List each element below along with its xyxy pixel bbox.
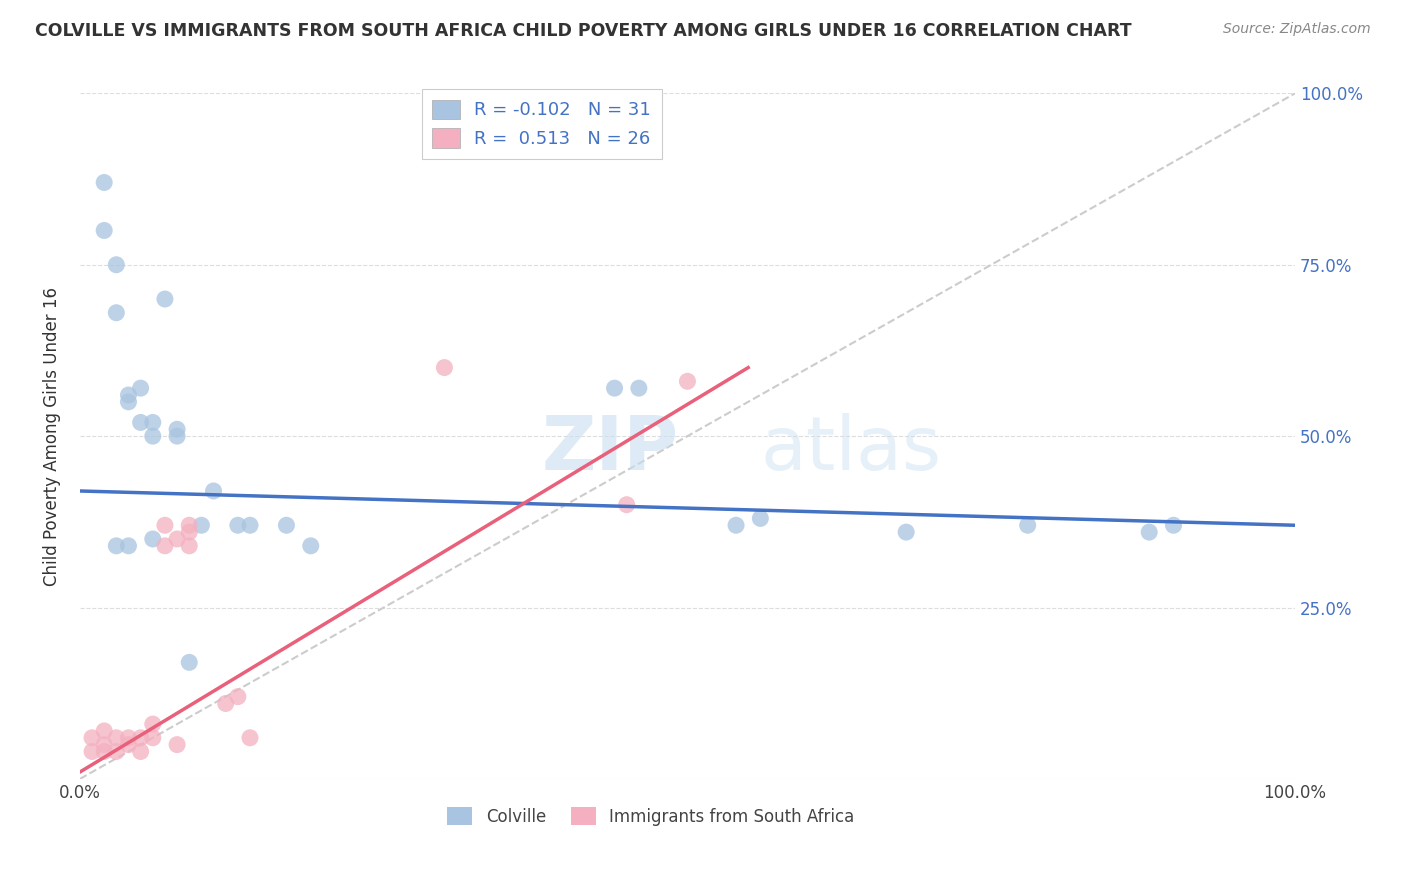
Point [179,656,201,670]
Text: ZIP: ZIP [541,413,679,486]
Point [179,518,201,533]
Point [166,422,188,436]
Point [153,292,176,306]
Point [153,518,176,533]
Point [117,539,139,553]
Point [1017,518,1039,533]
Point [190,518,212,533]
Point [179,539,201,553]
Legend: Colville, Immigrants from South Africa: Colville, Immigrants from South Africa [440,800,862,832]
Point [616,498,638,512]
Point [166,532,188,546]
Point [93,723,115,738]
Point [299,539,322,553]
Point [215,697,238,711]
Point [80,744,103,758]
Point [129,416,152,430]
Point [129,744,152,758]
Point [433,360,456,375]
Point [142,717,165,731]
Point [105,731,128,745]
Point [142,532,165,546]
Point [117,731,139,745]
Y-axis label: Child Poverty Among Girls Under 16: Child Poverty Among Girls Under 16 [44,286,60,586]
Point [93,176,115,190]
Point [276,518,298,533]
Point [153,539,176,553]
Point [105,539,128,553]
Point [1137,525,1160,540]
Point [749,511,772,525]
Point [129,731,152,745]
Point [117,388,139,402]
Point [117,738,139,752]
Point [676,374,699,388]
Point [129,381,152,395]
Point [93,738,115,752]
Point [226,690,249,704]
Point [142,429,165,443]
Point [105,306,128,320]
Point [239,518,262,533]
Point [179,525,201,540]
Point [1163,518,1185,533]
Point [226,518,249,533]
Point [603,381,626,395]
Text: COLVILLE VS IMMIGRANTS FROM SOUTH AFRICA CHILD POVERTY AMONG GIRLS UNDER 16 CORR: COLVILLE VS IMMIGRANTS FROM SOUTH AFRICA… [35,22,1132,40]
Point [105,258,128,272]
Point [166,738,188,752]
Text: Source: ZipAtlas.com: Source: ZipAtlas.com [1223,22,1371,37]
Point [93,223,115,237]
Point [80,731,103,745]
Point [896,525,918,540]
Text: atlas: atlas [761,413,942,486]
Point [93,744,115,758]
Point [627,381,650,395]
Point [117,395,139,409]
Point [142,416,165,430]
Point [166,429,188,443]
Point [105,744,128,758]
Point [202,483,225,498]
Point [239,731,262,745]
Point [142,731,165,745]
Point [725,518,748,533]
